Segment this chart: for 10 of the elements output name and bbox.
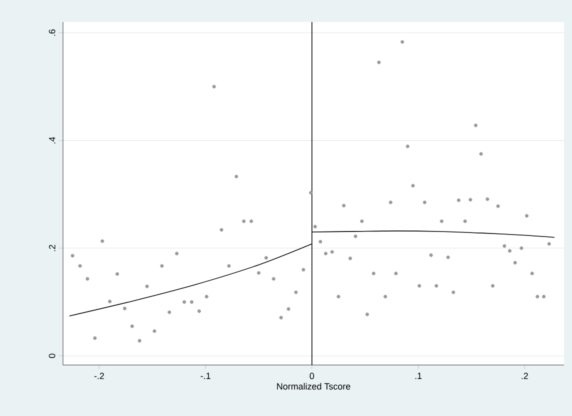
x-tick-label: -.2	[94, 372, 104, 380]
y-tick-label: 0	[48, 354, 56, 358]
x-tick-label: 0	[310, 372, 314, 380]
y-tick-label: .4	[49, 136, 56, 144]
x-axis-title: Normalized Tscore	[277, 382, 350, 390]
x-tick-label: .2	[522, 372, 528, 380]
y-tick-label: .2	[48, 244, 56, 252]
x-tick-label: .1	[415, 372, 422, 379]
x-tick-label: -.1	[200, 372, 210, 379]
y-tick-label: .6	[48, 29, 56, 36]
